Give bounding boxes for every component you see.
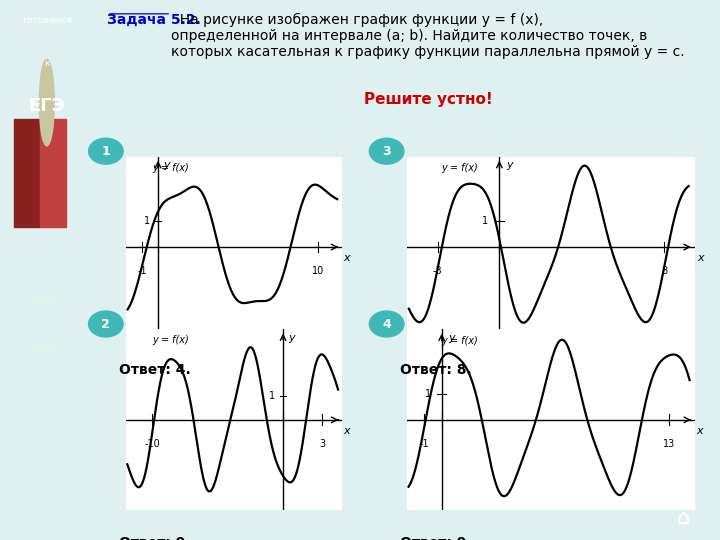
Text: y = f(x): y = f(x)	[152, 163, 189, 173]
Text: готовимся: готовимся	[22, 16, 72, 25]
Text: 3: 3	[382, 145, 391, 158]
Text: x: x	[697, 253, 703, 263]
Text: Ответ: 9.: Ответ: 9.	[119, 536, 190, 540]
Text: y = f(x): y = f(x)	[152, 335, 189, 346]
Text: y=cos x: y=cos x	[32, 346, 61, 352]
Text: Задача 5.2.: Задача 5.2.	[107, 12, 201, 26]
Text: Решите устно!: Решите устно!	[364, 92, 492, 107]
Text: y: y	[448, 333, 455, 343]
Text: 10: 10	[312, 266, 324, 276]
Text: y: y	[506, 160, 513, 171]
Text: y: y	[163, 160, 169, 171]
Text: -1: -1	[420, 439, 429, 449]
Text: y: y	[288, 333, 294, 343]
Text: 1: 1	[144, 216, 150, 226]
Text: На рисунке изображен график функции y = f (x),
определенной на интервале (a; b).: На рисунке изображен график функции y = …	[171, 12, 685, 59]
Text: -3: -3	[433, 266, 443, 276]
Text: Ответ: 8.: Ответ: 8.	[400, 363, 472, 377]
Text: 8: 8	[661, 266, 667, 276]
Circle shape	[40, 59, 54, 146]
Text: -10: -10	[144, 439, 160, 449]
Text: 1: 1	[269, 391, 275, 401]
Text: -1: -1	[138, 266, 147, 276]
Text: 2: 2	[102, 318, 110, 330]
Text: Ответ: 4.: Ответ: 4.	[119, 363, 191, 377]
Text: 1: 1	[425, 389, 431, 399]
Text: x: x	[343, 426, 350, 436]
Text: 4: 4	[382, 318, 391, 330]
Text: к: к	[44, 59, 50, 69]
Text: 3: 3	[319, 439, 325, 449]
Text: 13: 13	[662, 439, 675, 449]
Text: x: x	[696, 426, 703, 436]
Text: y = f(x): y = f(x)	[441, 163, 478, 173]
Text: y=sin x: y=sin x	[34, 297, 60, 303]
Bar	[40, 119, 66, 227]
Text: Ответ: 9.: Ответ: 9.	[400, 536, 471, 540]
Text: x: x	[343, 253, 350, 263]
Text: ЕГЭ: ЕГЭ	[28, 97, 66, 115]
Text: y = f(x): y = f(x)	[441, 336, 478, 346]
Text: 1: 1	[482, 216, 489, 226]
Text: ⌂: ⌂	[677, 508, 690, 528]
Text: 1: 1	[102, 145, 110, 158]
Bar	[14, 119, 40, 227]
